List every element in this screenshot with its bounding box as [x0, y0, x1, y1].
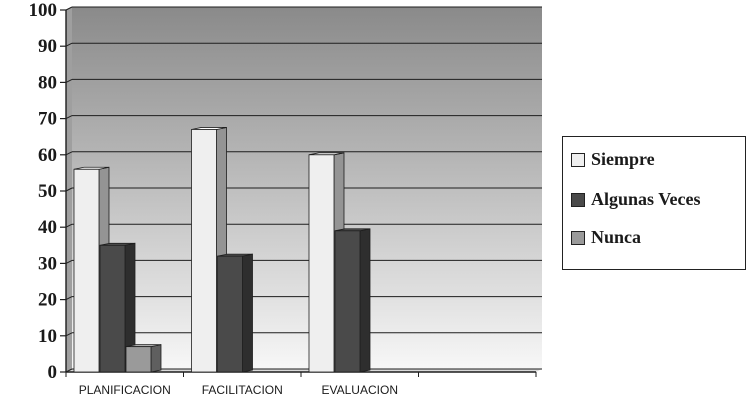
gridline-side — [65, 78, 73, 83]
bar-chart: 0 10 20 30 40 50 60 70 80 90 100 PLANIFICACION FACIL… — [29, 0, 542, 397]
bar-side — [150, 344, 162, 373]
bar-front — [125, 346, 152, 373]
x-category-label: FACILITACION — [202, 383, 283, 397]
bar-front — [217, 255, 243, 373]
y-tick-label: 10 — [38, 326, 57, 347]
y-tick-label: 40 — [38, 217, 57, 238]
y-tick-label: 60 — [38, 145, 57, 166]
gridline-side — [65, 187, 73, 192]
legend-swatch-algunas-veces — [571, 192, 585, 207]
gridline-side — [65, 296, 73, 301]
legend-label-algunas-veces: Algunas Veces — [591, 189, 701, 209]
bar-front — [308, 154, 335, 373]
y-tick-label: 100 — [29, 0, 58, 21]
gridline-side — [65, 259, 73, 264]
y-tick-label: 20 — [38, 290, 57, 311]
x-category-label: EVALUACION — [322, 383, 398, 397]
y-tick-label: 80 — [38, 72, 57, 93]
legend: Siempre Algunas Veces Nunca — [562, 136, 746, 270]
x-category-label: PLANIFICACION — [79, 383, 171, 397]
gridline-side — [65, 115, 73, 120]
y-tick-label: 0 — [48, 362, 58, 383]
bar — [125, 344, 162, 373]
bar-front — [334, 230, 361, 373]
legend-item-nunca: Nunca — [571, 227, 641, 248]
gridline-side — [65, 42, 73, 47]
legend-swatch-nunca — [571, 230, 585, 245]
gridline-side — [65, 332, 73, 337]
gridline-side — [65, 6, 73, 11]
y-tick-label: 70 — [38, 109, 57, 130]
bar-front — [73, 168, 100, 373]
legend-item-siempre: Siempre — [571, 149, 655, 170]
bar-side — [359, 228, 371, 373]
bar-side — [242, 253, 253, 373]
legend-label-nunca: Nunca — [591, 227, 642, 247]
legend-item-algunas-veces: Algunas Veces — [571, 189, 701, 210]
bar-front — [191, 129, 217, 373]
gridline-side — [65, 223, 73, 228]
plot-floor — [66, 369, 542, 372]
y-tick-label: 90 — [38, 36, 57, 57]
legend-swatch-siempre — [571, 152, 585, 167]
legend-label-siempre: Siempre — [591, 149, 655, 169]
gridline-side — [65, 151, 73, 156]
bar — [217, 253, 253, 373]
bar — [99, 242, 136, 373]
bar-front — [99, 244, 126, 373]
y-tick-label: 50 — [38, 181, 57, 202]
bar — [334, 228, 371, 373]
y-tick-label: 30 — [38, 253, 57, 274]
